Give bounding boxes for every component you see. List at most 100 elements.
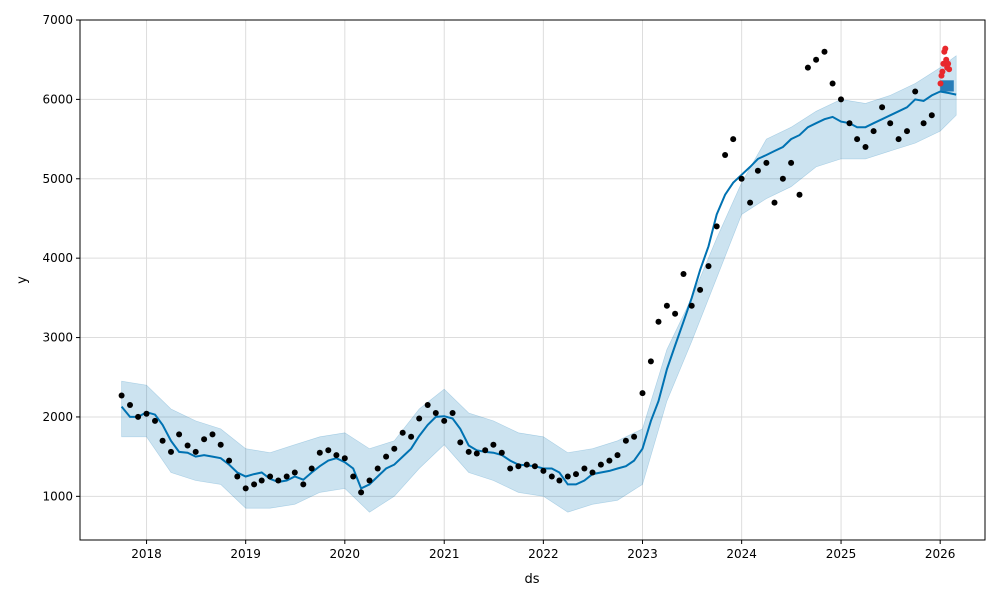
observed-point [234,473,241,480]
observed-point [399,429,406,436]
observed-point [556,477,563,484]
observed-point [796,191,803,198]
observed-point [350,473,357,480]
observed-point [127,402,133,408]
future-actual-point [939,68,946,75]
observed-point [804,64,811,71]
observed-point [209,431,216,438]
y-tick-label: 1000 [42,489,73,503]
observed-point [168,448,174,455]
observed-point [904,128,910,135]
observed-point [449,410,456,416]
observed-point [639,390,646,397]
uncertainty-band [121,55,957,513]
observed-point [424,402,431,408]
observed-point [647,358,654,365]
observed-point [622,437,629,444]
observed-point [226,457,233,464]
observed-point [267,473,274,480]
y-tick-label: 6000 [42,92,73,106]
observed-point [581,465,588,472]
observed-point [291,469,298,476]
observed-point [771,199,778,206]
observed-point [192,448,199,455]
x-tick-label: 2019 [230,547,261,561]
observed-point [308,465,315,472]
observed-point [432,410,439,416]
forecast-line-layer [120,90,957,490]
observed-point [631,433,638,440]
observed-point [482,447,489,454]
future-band [940,80,954,92]
observed-point [895,136,902,143]
observed-point [465,448,472,455]
observed-point [722,152,729,158]
future-actual-point [942,45,949,52]
observed-point [490,441,497,448]
y-tick-label: 5000 [42,172,73,186]
observed-point [663,302,670,309]
x-tick-label: 2025 [826,547,857,561]
observed-point [374,465,381,472]
observed-point [333,452,340,459]
observed-point [747,199,754,206]
observed-point [589,469,596,476]
observed-point [201,436,208,443]
observed-point [176,431,183,438]
observed-point [697,286,704,293]
observed-point [838,96,844,103]
x-tick-label: 2021 [429,547,460,561]
observed-point [754,167,761,174]
observed-point [688,302,695,309]
observed-point [258,477,265,484]
observed-point [672,310,679,317]
observed-point [316,449,323,456]
observed-point [408,433,415,440]
observed-point [920,120,927,127]
observed-point [548,473,555,480]
x-tick-label: 2023 [627,547,658,561]
observed-point [597,461,604,468]
observed-points-layer [118,48,935,496]
observed-point [606,457,613,464]
observed-point [531,463,538,470]
observed-point [275,477,282,484]
x-tick-label: 2018 [131,547,162,561]
observed-point [788,159,795,166]
y-tick-label: 7000 [42,13,73,27]
observed-point [217,441,224,448]
future-actual-point [946,66,953,73]
future-actual-point [945,60,952,67]
forecast-line [120,90,957,490]
y-tick-label: 2000 [42,410,73,424]
future-points-layer [937,45,953,87]
observed-point [251,481,258,488]
observed-point [705,263,712,270]
observed-point [457,439,464,446]
observed-point [341,455,348,462]
x-axis-label: ds [524,572,539,587]
observed-point [829,80,836,87]
observed-point [821,48,828,55]
x-tick-label: 2022 [528,547,559,561]
observed-point [118,392,125,399]
x-axis: 2018 2019 2020 2021 2022 2023 2024 2025 2026 [131,540,955,561]
observed-point [573,471,579,478]
observed-point [738,175,745,182]
x-tick-label: 2026 [925,547,956,561]
observed-point [879,104,886,111]
observed-point [713,223,720,230]
observed-point [813,56,820,63]
observed-point [763,159,770,166]
observed-point [416,415,423,422]
observed-point [515,463,522,470]
observed-point [242,485,249,492]
observed-point [730,136,737,143]
observed-point [912,88,919,95]
observed-point [184,442,191,449]
observed-point [441,417,448,424]
observed-point [655,318,662,325]
observed-point [870,128,877,135]
observed-point [887,120,894,127]
